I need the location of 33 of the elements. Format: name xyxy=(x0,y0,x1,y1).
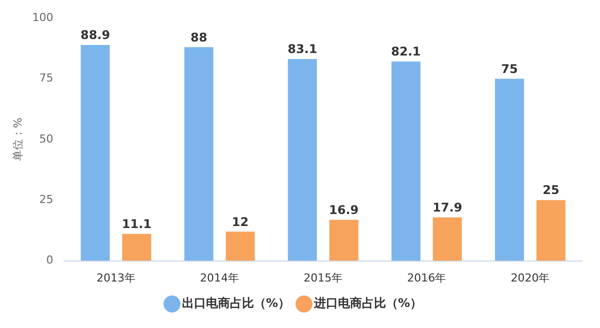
bar xyxy=(391,61,420,261)
data-label: 88.9 xyxy=(80,28,110,42)
data-label: 82.1 xyxy=(391,44,421,59)
data-label: 16.9 xyxy=(329,202,359,217)
y-tick-label: 0 xyxy=(46,254,54,267)
bar xyxy=(80,44,110,261)
y-tick-label: 100 xyxy=(32,10,54,24)
x-tick-label: 2014年 xyxy=(200,271,240,284)
y-tick-label: 50 xyxy=(39,132,54,146)
data-label: 17.9 xyxy=(432,200,462,214)
data-label: 88 xyxy=(190,30,208,44)
data-label: 83.1 xyxy=(288,42,318,56)
y-tick-label: 75 xyxy=(39,72,54,85)
y-tick-label: 25 xyxy=(39,192,54,206)
bar xyxy=(226,232,255,261)
bar xyxy=(329,220,358,261)
bar xyxy=(122,234,152,261)
x-tick-label: 2020年 xyxy=(510,271,550,284)
data-label: 75 xyxy=(501,62,518,76)
legend-label: 出口电商占比（%） xyxy=(182,296,290,310)
x-tick-label: 2015年 xyxy=(304,271,343,284)
bar xyxy=(288,59,317,261)
bar xyxy=(536,200,566,261)
bar xyxy=(495,78,524,261)
bar xyxy=(432,217,462,261)
x-tick-label: 2013年 xyxy=(96,271,136,284)
bar xyxy=(184,47,214,261)
legend-label: 进口电商占比（%） xyxy=(313,296,422,310)
data-label: 25 xyxy=(542,183,560,198)
data-label: 12 xyxy=(232,214,249,229)
data-label: 11.1 xyxy=(122,216,152,231)
x-tick-label: 2016年 xyxy=(407,271,446,284)
y-axis-title: 单位：% xyxy=(11,118,24,162)
